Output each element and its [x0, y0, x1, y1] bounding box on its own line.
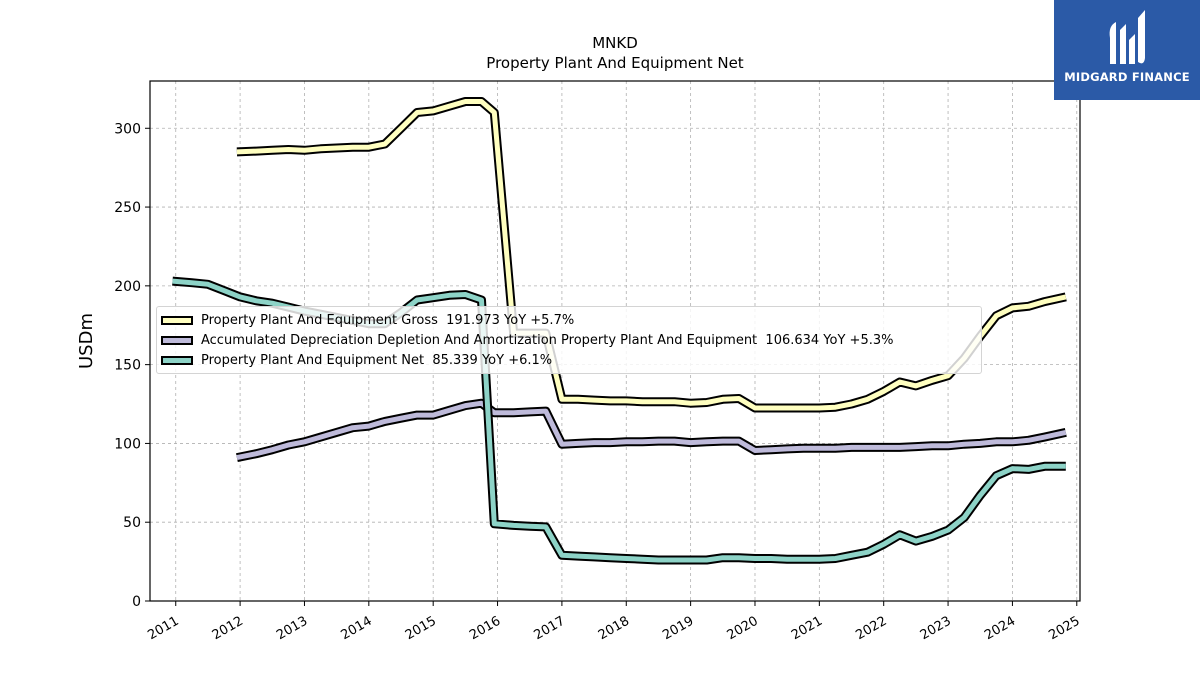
x-tick-label: 2025	[1046, 614, 1082, 644]
brand-logo: MIDGARD FINANCE	[1054, 0, 1200, 100]
y-tick-label: 200	[114, 279, 141, 295]
x-tick-label: 2016	[467, 614, 503, 644]
chart-title: MNKD	[592, 34, 638, 52]
y-tick-label: 50	[123, 515, 141, 531]
x-tick-label: 2013	[274, 614, 310, 644]
y-tick-label: 100	[114, 436, 141, 452]
x-ticks: 2011 2012 2013 2014 2015 2016 2017 2018 2019 2020…	[145, 601, 1083, 644]
x-tick-label: 2018	[596, 614, 632, 644]
plot-frame	[149, 80, 1081, 602]
y-tick-label: 250	[114, 200, 141, 216]
legend: Property Plant And Equipment Gross 191.9…	[156, 306, 982, 374]
x-tick-label: 2020	[725, 614, 761, 644]
legend-item-accumulated-depreciation: Accumulated Depreciation Depletion And A…	[161, 330, 893, 350]
legend-label-accumulated-depreciation: Accumulated Depreciation Depletion And A…	[201, 332, 894, 348]
brand-name: MIDGARD FINANCE	[1064, 70, 1190, 84]
x-tick-label: 2022	[853, 614, 889, 644]
x-tick-label: 2023	[918, 614, 954, 644]
legend-swatch-net	[161, 355, 193, 365]
legend-swatch-gross	[161, 315, 193, 325]
x-tick-label: 2017	[532, 614, 568, 644]
y-axis-label: USDm	[76, 313, 97, 369]
y-tick-label: 150	[114, 358, 141, 374]
series-outline-accumulated-depreciation	[236, 398, 1067, 463]
x-tick-label: 2011	[145, 614, 181, 644]
series-line-accumulated-depreciation	[236, 400, 1067, 461]
x-tick-label: 2021	[789, 614, 825, 644]
legend-label-gross: Property Plant And Equipment Gross 191.9…	[201, 312, 575, 328]
legend-item-net: Property Plant And Equipment Net 85.339 …	[161, 350, 552, 370]
legend-label-net: Property Plant And Equipment Net 85.339 …	[201, 352, 553, 368]
x-tick-label: 2024	[982, 614, 1018, 644]
midgard-logo-icon	[1109, 10, 1145, 64]
legend-swatch-accumulated-depreciation	[161, 335, 193, 345]
x-tick-label: 2014	[338, 614, 374, 644]
y-tick-label: 0	[132, 594, 141, 610]
chart-subtitle: Property Plant And Equipment Net	[486, 54, 743, 72]
x-tick-label: 2015	[403, 614, 439, 644]
x-tick-label: 2012	[210, 614, 246, 644]
series-line-gross	[236, 99, 1067, 411]
legend-item-gross: Property Plant And Equipment Gross 191.9…	[161, 310, 574, 330]
y-ticks: 0 50 100 150 200 250 300	[114, 121, 150, 610]
x-tick-label: 2019	[660, 614, 696, 644]
y-tick-label: 300	[114, 121, 141, 137]
